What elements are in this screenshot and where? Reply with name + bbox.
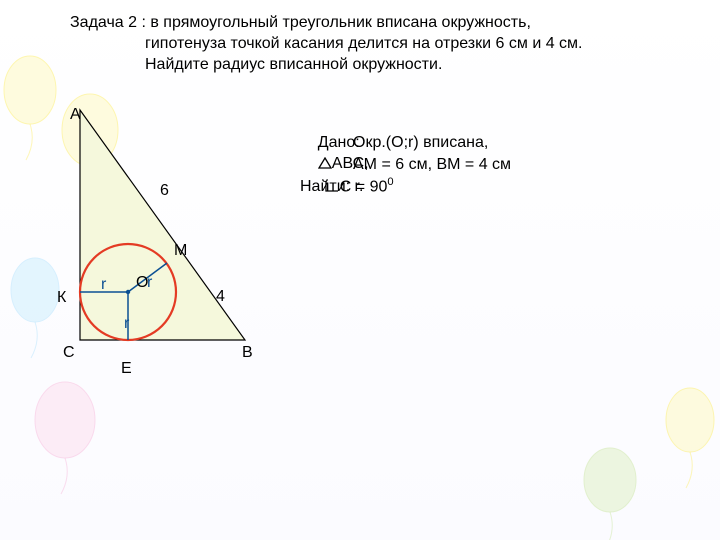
figure-label-r2: r bbox=[147, 272, 152, 294]
figure-label-r1: r bbox=[101, 274, 106, 296]
figure-label-r3: r bbox=[124, 313, 129, 335]
given-line3: АМ = 6 см, ВМ = 4 см bbox=[353, 154, 511, 176]
given-angle-exp: 0 bbox=[387, 176, 393, 188]
given-line2: Окр.(О;r) вписана, bbox=[353, 132, 488, 154]
figure-label-B: В bbox=[242, 342, 253, 364]
content-layer: Задача 2 : в прямоугольный треугольник в… bbox=[0, 0, 720, 540]
triangle-icon bbox=[318, 157, 332, 169]
figure-label-M: М bbox=[174, 240, 187, 262]
figure-label-six: 6 bbox=[160, 180, 169, 202]
figure-label-E: Е bbox=[121, 358, 132, 380]
figure-label-K: К bbox=[57, 287, 66, 309]
center-point bbox=[126, 290, 130, 294]
figure-label-C: С bbox=[63, 342, 75, 364]
figure-label-A: А bbox=[70, 104, 81, 126]
find-line: Найти: r. bbox=[300, 176, 363, 198]
geometry-figure bbox=[0, 0, 300, 400]
figure-label-four: 4 bbox=[216, 286, 225, 308]
